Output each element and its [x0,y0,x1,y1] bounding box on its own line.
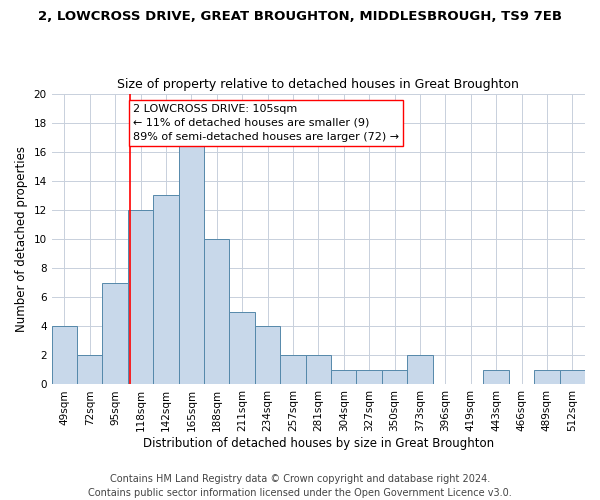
Text: 2, LOWCROSS DRIVE, GREAT BROUGHTON, MIDDLESBROUGH, TS9 7EB: 2, LOWCROSS DRIVE, GREAT BROUGHTON, MIDD… [38,10,562,23]
Bar [560,370,585,384]
Bar [484,370,509,384]
Text: Contains HM Land Registry data © Crown copyright and database right 2024.
Contai: Contains HM Land Registry data © Crown c… [88,474,512,498]
Bar [382,370,407,384]
Bar [331,370,356,384]
Bar [103,282,128,384]
Bar [229,312,255,384]
Bar [255,326,280,384]
Bar [153,196,179,384]
Y-axis label: Number of detached properties: Number of detached properties [15,146,28,332]
Text: 2 LOWCROSS DRIVE: 105sqm
← 11% of detached houses are smaller (9)
89% of semi-de: 2 LOWCROSS DRIVE: 105sqm ← 11% of detach… [133,104,400,142]
X-axis label: Distribution of detached houses by size in Great Broughton: Distribution of detached houses by size … [143,437,494,450]
Bar [280,356,305,384]
Bar [356,370,382,384]
Title: Size of property relative to detached houses in Great Broughton: Size of property relative to detached ho… [118,78,519,91]
Bar [407,356,433,384]
Bar [52,326,77,384]
Bar [204,239,229,384]
Bar [77,356,103,384]
Bar [534,370,560,384]
Bar [179,137,204,384]
Bar [305,356,331,384]
Bar [128,210,153,384]
